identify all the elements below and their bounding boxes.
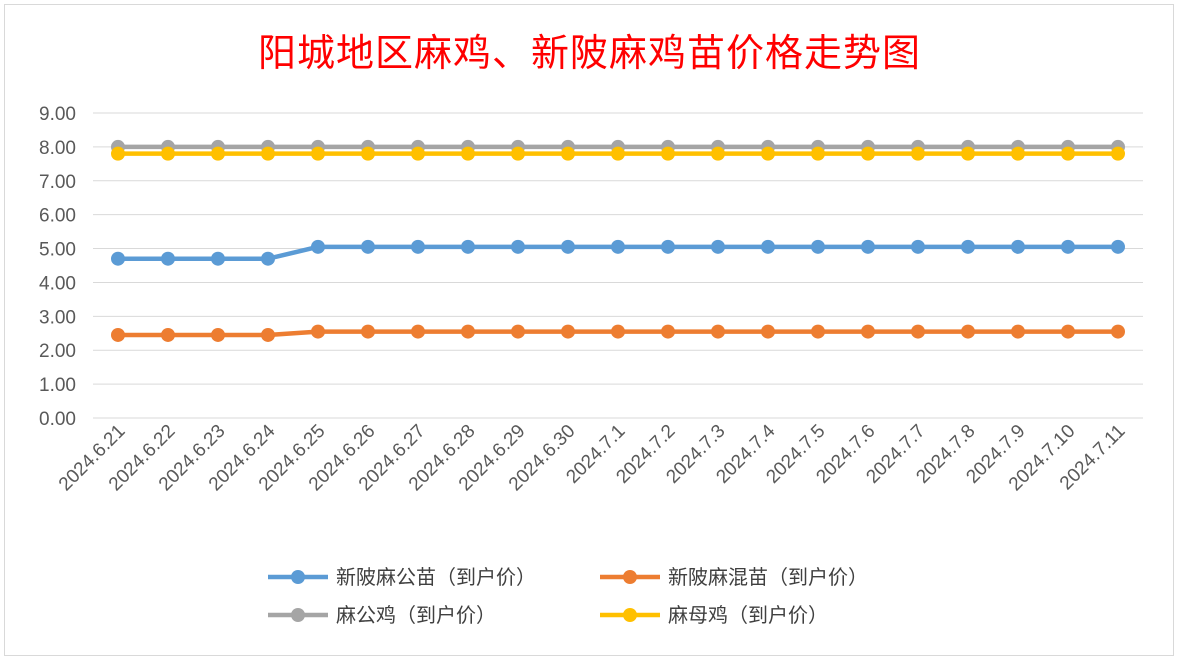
series-1	[111, 324, 1125, 342]
data-point	[711, 239, 725, 254]
data-point	[161, 251, 175, 266]
series-layer	[111, 139, 1125, 342]
legend-label: 新陂麻混苗（到户价）	[668, 565, 868, 589]
legend-item: 麻母鸡（到户价）	[600, 603, 828, 627]
data-point	[1011, 239, 1025, 254]
legend-swatch-marker	[291, 608, 305, 622]
data-point	[311, 239, 325, 254]
data-point	[711, 146, 725, 161]
y-tick-label: 0.00	[39, 409, 76, 430]
chart-title: 阳城地区麻鸡、新陂麻鸡苗价格走势图	[257, 31, 921, 75]
legend-item: 麻公鸡（到户价）	[268, 603, 496, 627]
data-point	[761, 239, 775, 254]
data-point	[861, 239, 875, 254]
data-point	[511, 324, 525, 339]
data-point	[911, 146, 925, 161]
data-point	[911, 239, 925, 254]
legend-item: 新陂麻混苗（到户价）	[600, 565, 868, 589]
data-point	[861, 324, 875, 339]
x-axis-ticks: 2024.6.212024.6.222024.6.232024.6.242024…	[55, 420, 1130, 495]
data-point	[461, 324, 475, 339]
data-point	[411, 324, 425, 339]
data-point	[161, 146, 175, 161]
data-point	[211, 146, 225, 161]
data-point	[311, 146, 325, 161]
data-point	[1061, 324, 1075, 339]
data-point	[561, 324, 575, 339]
y-axis-ticks: 0.00 1.00 2.00 3.00 4.00 5.00 6.00 7.00 8.00 9.00	[39, 104, 76, 430]
data-point	[511, 239, 525, 254]
y-tick-label: 7.00	[39, 172, 76, 193]
legend-swatch-marker	[623, 608, 637, 622]
data-point	[411, 239, 425, 254]
data-point	[511, 146, 525, 161]
series-0	[111, 239, 1125, 266]
data-point	[161, 327, 175, 342]
y-tick-label: 1.00	[39, 375, 76, 396]
data-point	[261, 327, 275, 342]
data-point	[1061, 239, 1075, 254]
legend-item: 新陂麻公苗（到户价）	[268, 565, 536, 589]
data-point	[661, 239, 675, 254]
y-tick-label: 6.00	[39, 206, 76, 227]
data-point	[361, 239, 375, 254]
y-tick-label: 2.00	[39, 341, 76, 362]
data-point	[761, 324, 775, 339]
data-point	[1111, 324, 1125, 339]
data-point	[961, 239, 975, 254]
y-tick-label: 9.00	[39, 104, 76, 125]
data-point	[711, 324, 725, 339]
data-point	[211, 327, 225, 342]
data-point	[861, 146, 875, 161]
data-point	[261, 251, 275, 266]
y-tick-label: 3.00	[39, 307, 76, 328]
data-point	[411, 146, 425, 161]
data-point	[611, 239, 625, 254]
data-point	[811, 324, 825, 339]
legend: 新陂麻公苗（到户价） 新陂麻混苗（到户价） 麻公鸡（到户价） 麻母鸡（到户价）	[268, 565, 868, 627]
legend-label: 麻母鸡（到户价）	[668, 603, 828, 627]
data-point	[961, 324, 975, 339]
data-point	[1011, 146, 1025, 161]
y-tick-label: 5.00	[39, 240, 76, 261]
data-point	[811, 146, 825, 161]
data-point	[811, 239, 825, 254]
y-tick-label: 4.00	[39, 273, 76, 294]
data-point	[1111, 239, 1125, 254]
data-point	[211, 251, 225, 266]
data-point	[661, 146, 675, 161]
data-point	[1061, 146, 1075, 161]
data-point	[611, 324, 625, 339]
data-point	[311, 324, 325, 339]
data-point	[111, 327, 125, 342]
series-3	[111, 146, 1125, 161]
data-point	[111, 251, 125, 266]
data-point	[1111, 146, 1125, 161]
data-point	[361, 146, 375, 161]
data-point	[761, 146, 775, 161]
data-point	[111, 146, 125, 161]
data-point	[361, 324, 375, 339]
data-point	[461, 146, 475, 161]
data-point	[561, 146, 575, 161]
legend-swatch-marker	[291, 570, 305, 584]
data-point	[461, 239, 475, 254]
data-point	[261, 146, 275, 161]
y-tick-label: 8.00	[39, 138, 76, 159]
data-point	[961, 146, 975, 161]
data-point	[561, 239, 575, 254]
data-point	[661, 324, 675, 339]
data-point	[611, 146, 625, 161]
legend-label: 新陂麻公苗（到户价）	[336, 565, 536, 589]
legend-swatch-marker	[623, 570, 637, 584]
data-point	[911, 324, 925, 339]
legend-label: 麻公鸡（到户价）	[336, 603, 496, 627]
data-point	[1011, 324, 1025, 339]
